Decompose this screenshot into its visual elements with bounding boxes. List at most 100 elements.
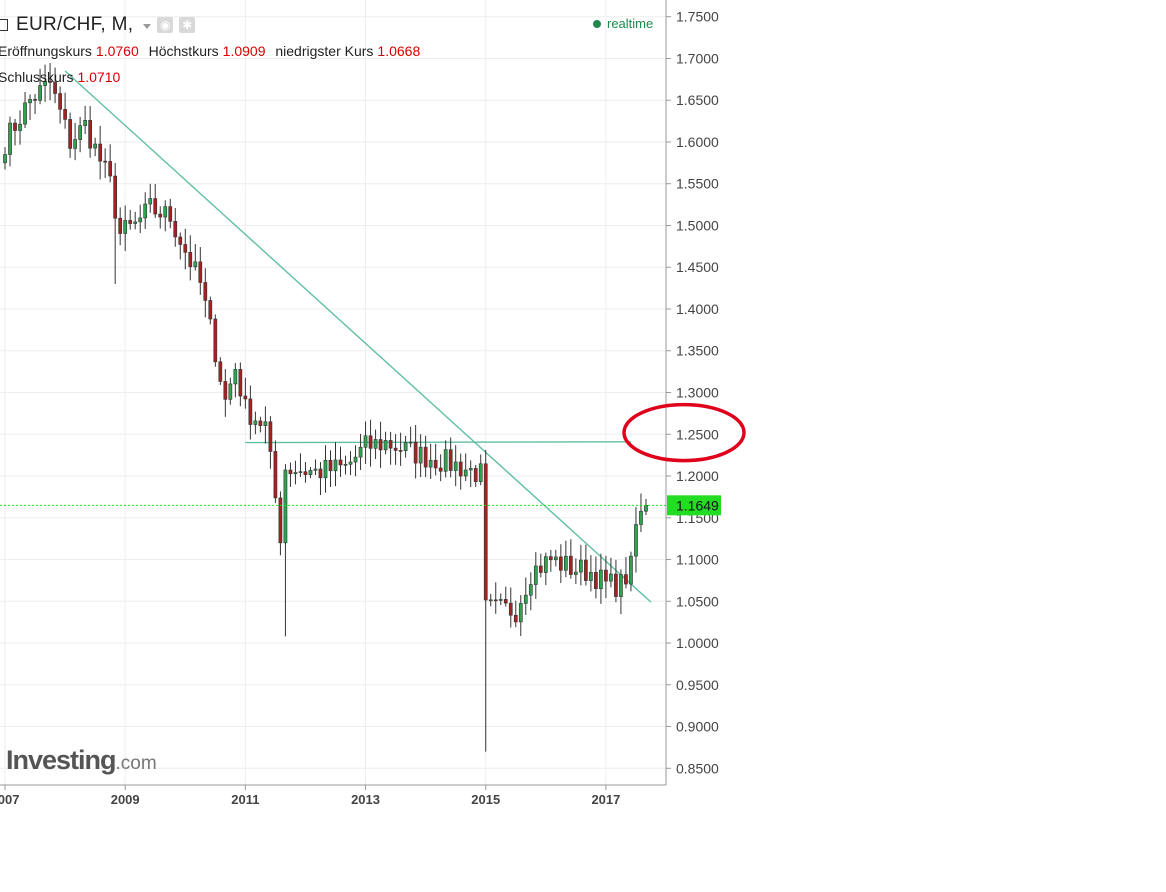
candle-up [263, 421, 268, 426]
close-row: Schlusskurs 1.0710 [0, 69, 126, 85]
candle-down [423, 446, 428, 468]
candle-up [629, 555, 633, 585]
candle-up [313, 468, 318, 471]
candle-down [238, 369, 243, 397]
candle-down [103, 160, 108, 163]
open-label: Eröffnungskurs [0, 43, 92, 59]
candle-down [223, 381, 228, 400]
candle-up [28, 99, 32, 104]
candle-down [53, 82, 57, 94]
y-tick-label: 1.3000 [676, 385, 719, 401]
candle-up [403, 442, 408, 451]
candle-up [73, 139, 77, 149]
candle-down [388, 440, 393, 449]
candle-down [458, 461, 463, 477]
candle-up [148, 198, 153, 205]
chart-grid [0, 0, 666, 785]
candle-down [493, 599, 498, 602]
candle-down [448, 449, 453, 471]
highlight-circle [622, 402, 746, 463]
chart-header: EUR/CHF, M, ◉ ✱ Eröffnungskurs 1.0760 Höc… [0, 0, 720, 100]
y-tick-label: 1.6000 [676, 134, 719, 150]
y-tick-label: 1.0500 [676, 593, 719, 609]
candle-down [63, 109, 67, 120]
candle-up [93, 143, 97, 149]
candle-up [543, 556, 548, 573]
y-tick-label: 1.4500 [676, 259, 719, 275]
candle-up [18, 123, 22, 131]
candle-up [553, 556, 558, 561]
y-tick-label: 1.2500 [676, 426, 719, 442]
y-tick-label: 0.9000 [676, 719, 719, 735]
candle-up [418, 446, 423, 464]
candle-down [303, 471, 308, 475]
candle-down [33, 99, 37, 101]
candle-up [78, 125, 82, 140]
open-value: 1.0760 [95, 43, 139, 59]
candle-up [463, 469, 468, 477]
candle-down [173, 221, 178, 238]
candle-down [243, 395, 248, 400]
candle-up [428, 459, 433, 468]
candle-down [183, 244, 188, 253]
candle-up [634, 524, 638, 557]
settings-icon[interactable]: ◉ [157, 17, 174, 33]
candle-down [288, 469, 293, 475]
candle-up [348, 461, 353, 465]
candle-up [609, 573, 613, 582]
candles [3, 63, 648, 752]
candle-up [363, 435, 368, 448]
candle-down [318, 468, 323, 479]
caret-down-icon[interactable] [143, 23, 152, 29]
low-value: 1.0668 [377, 43, 421, 59]
candle-down [213, 318, 218, 363]
candle-up [468, 468, 473, 471]
trendlines [64, 70, 652, 603]
candle-down [218, 361, 223, 382]
candle-up [143, 203, 148, 219]
y-tick-label: 1.5500 [676, 176, 719, 192]
candle-down [473, 468, 478, 482]
candle-down [508, 602, 513, 616]
candle-down [13, 122, 17, 131]
candle-up [498, 599, 503, 601]
candle-up [293, 472, 298, 475]
candle-down [113, 175, 118, 219]
close-label: Schlusskurs [0, 69, 74, 85]
investing-logo: Investing.com [6, 745, 157, 776]
candle-down [268, 421, 273, 452]
y-tick-label: 1.1000 [676, 552, 719, 568]
x-tick-label: 2013 [351, 792, 380, 807]
menu-box-icon[interactable] [0, 19, 8, 31]
y-tick-label: 1.7500 [676, 9, 719, 25]
candle-down [614, 573, 618, 597]
candle-up [488, 599, 493, 602]
close-value: 1.0710 [77, 69, 121, 85]
y-tick-label: 1.4000 [676, 301, 719, 317]
candle-down [328, 459, 333, 472]
candle-down [128, 220, 133, 224]
candle-down [604, 569, 608, 582]
candle-down [168, 206, 173, 222]
candle-up [83, 120, 87, 126]
candle-up [43, 80, 47, 86]
candle-up [644, 505, 648, 512]
candle-down [108, 161, 113, 177]
x-tick-label: 2015 [471, 792, 500, 807]
candle-down [433, 459, 438, 469]
y-tick-label: 0.9500 [676, 677, 719, 693]
chart-overlay: 1.1649 [0, 402, 746, 516]
candle-up [574, 571, 578, 575]
candle-down [258, 420, 263, 426]
candle-down [208, 300, 213, 320]
realtime-label: realtime [607, 16, 654, 31]
candle-up [233, 369, 238, 385]
candle-up [308, 470, 313, 475]
candle-up [619, 574, 623, 597]
candle-down [68, 119, 72, 149]
candle-down [503, 599, 508, 604]
candle-up [253, 420, 258, 425]
gear-icon[interactable]: ✱ [179, 17, 196, 33]
candle-down [569, 555, 573, 575]
